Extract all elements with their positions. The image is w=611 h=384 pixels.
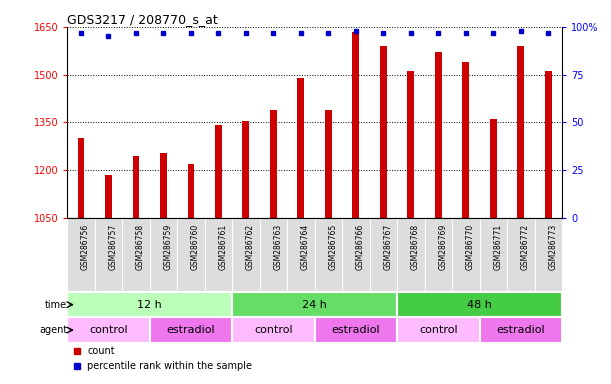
Bar bbox=[67, 292, 232, 317]
Text: GSM286770: GSM286770 bbox=[466, 223, 475, 270]
Text: GSM286758: GSM286758 bbox=[136, 223, 145, 270]
Bar bbox=[397, 317, 480, 343]
Bar bbox=[150, 317, 232, 343]
Text: GSM286767: GSM286767 bbox=[384, 223, 392, 270]
Bar bbox=[215, 126, 222, 218]
Text: GSM286766: GSM286766 bbox=[356, 223, 365, 270]
Text: 12 h: 12 h bbox=[137, 300, 162, 310]
Text: count: count bbox=[87, 346, 115, 356]
Bar bbox=[160, 152, 167, 218]
Bar bbox=[480, 317, 562, 343]
Bar bbox=[67, 317, 150, 343]
Bar bbox=[325, 109, 332, 218]
Text: GSM286764: GSM286764 bbox=[301, 223, 310, 270]
Bar bbox=[133, 156, 139, 218]
Bar bbox=[315, 317, 397, 343]
Bar bbox=[232, 317, 315, 343]
Text: GSM286772: GSM286772 bbox=[521, 223, 530, 270]
Bar bbox=[105, 175, 112, 218]
Bar bbox=[408, 71, 414, 218]
Text: GSM286768: GSM286768 bbox=[411, 223, 420, 270]
Text: estradiol: estradiol bbox=[497, 325, 545, 335]
Text: GSM286759: GSM286759 bbox=[164, 223, 172, 270]
Bar bbox=[270, 109, 277, 218]
Bar bbox=[243, 121, 249, 218]
Text: control: control bbox=[89, 325, 128, 335]
Text: GSM286761: GSM286761 bbox=[219, 223, 227, 270]
Text: time: time bbox=[45, 300, 67, 310]
Text: control: control bbox=[254, 325, 293, 335]
Bar bbox=[298, 78, 304, 218]
Bar bbox=[232, 292, 397, 317]
Text: percentile rank within the sample: percentile rank within the sample bbox=[87, 361, 252, 371]
Text: agent: agent bbox=[39, 325, 67, 335]
Bar bbox=[78, 138, 84, 218]
Text: control: control bbox=[419, 325, 458, 335]
Text: GDS3217 / 208770_s_at: GDS3217 / 208770_s_at bbox=[67, 13, 218, 26]
Text: 24 h: 24 h bbox=[302, 300, 327, 310]
Bar bbox=[397, 292, 562, 317]
Text: estradiol: estradiol bbox=[167, 325, 215, 335]
Bar bbox=[353, 31, 359, 218]
Text: GSM286756: GSM286756 bbox=[81, 223, 90, 270]
Bar bbox=[490, 119, 497, 218]
Text: GSM286771: GSM286771 bbox=[494, 223, 502, 270]
Text: GSM286763: GSM286763 bbox=[274, 223, 282, 270]
Text: GSM286773: GSM286773 bbox=[549, 223, 557, 270]
Text: GSM286762: GSM286762 bbox=[246, 223, 255, 270]
Bar bbox=[188, 164, 194, 218]
Bar bbox=[545, 71, 552, 218]
Text: GSM286765: GSM286765 bbox=[329, 223, 337, 270]
Text: estradiol: estradiol bbox=[332, 325, 380, 335]
Text: GSM286769: GSM286769 bbox=[439, 223, 447, 270]
Text: GSM286757: GSM286757 bbox=[109, 223, 117, 270]
Bar bbox=[518, 46, 524, 218]
Text: GSM286760: GSM286760 bbox=[191, 223, 200, 270]
Text: 48 h: 48 h bbox=[467, 300, 492, 310]
Bar bbox=[463, 62, 469, 218]
Bar bbox=[380, 46, 387, 218]
Bar bbox=[435, 52, 442, 218]
